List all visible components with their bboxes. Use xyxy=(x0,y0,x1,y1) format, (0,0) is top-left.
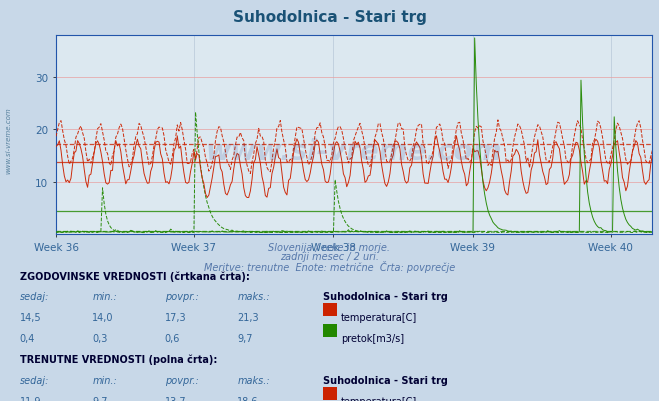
Text: pretok[m3/s]: pretok[m3/s] xyxy=(341,333,404,343)
Text: sedaj:: sedaj: xyxy=(20,292,49,302)
Text: 18,6: 18,6 xyxy=(237,396,259,401)
Text: 17,3: 17,3 xyxy=(165,312,186,322)
Text: Slovenija / reke in morje.: Slovenija / reke in morje. xyxy=(268,243,391,253)
Text: Suhodolnica - Stari trg: Suhodolnica - Stari trg xyxy=(323,375,447,385)
Text: ZGODOVINSKE VREDNOSTI (črtkana črta):: ZGODOVINSKE VREDNOSTI (črtkana črta): xyxy=(20,271,250,281)
Text: temperatura[C]: temperatura[C] xyxy=(341,312,417,322)
Text: povpr.:: povpr.: xyxy=(165,292,198,302)
Text: 0,4: 0,4 xyxy=(20,333,35,343)
Text: 21,3: 21,3 xyxy=(237,312,259,322)
Text: Suhodolnica - Stari trg: Suhodolnica - Stari trg xyxy=(323,292,447,302)
Text: 9,7: 9,7 xyxy=(92,396,108,401)
Text: maks.:: maks.: xyxy=(237,375,270,385)
Text: min.:: min.: xyxy=(92,375,117,385)
Text: sedaj:: sedaj: xyxy=(20,375,49,385)
Text: www.si-vreme.com: www.si-vreme.com xyxy=(5,107,11,174)
Text: Suhodolnica - Stari trg: Suhodolnica - Stari trg xyxy=(233,10,426,25)
Text: 14,0: 14,0 xyxy=(92,312,114,322)
Text: TRENUTNE VREDNOSTI (polna črta):: TRENUTNE VREDNOSTI (polna črta): xyxy=(20,354,217,365)
Text: Meritve: trenutne  Enote: metrične  Črta: povprečje: Meritve: trenutne Enote: metrične Črta: … xyxy=(204,261,455,273)
Text: temperatura[C]: temperatura[C] xyxy=(341,396,417,401)
Text: maks.:: maks.: xyxy=(237,292,270,302)
Text: 11,9: 11,9 xyxy=(20,396,42,401)
Text: povpr.:: povpr.: xyxy=(165,375,198,385)
Text: 0,6: 0,6 xyxy=(165,333,180,343)
Text: 13,7: 13,7 xyxy=(165,396,186,401)
Text: 9,7: 9,7 xyxy=(237,333,253,343)
Text: 0,3: 0,3 xyxy=(92,333,107,343)
Text: www.si-vreme.com: www.si-vreme.com xyxy=(206,137,502,165)
Text: 14,5: 14,5 xyxy=(20,312,42,322)
Text: zadnji mesec / 2 uri.: zadnji mesec / 2 uri. xyxy=(280,251,379,261)
Text: min.:: min.: xyxy=(92,292,117,302)
